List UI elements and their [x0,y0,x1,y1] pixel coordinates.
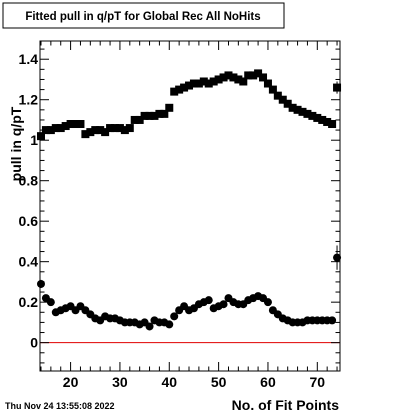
square-marker [91,126,100,135]
square-marker [120,126,129,135]
x-axis-title: No. of Fit Points [232,397,340,413]
square-marker [328,120,337,129]
square-marker [145,111,154,120]
square-marker [283,99,292,108]
circle-marker [170,312,179,321]
square-marker [170,87,179,96]
chart-title: Fitted pull in q/pT for Global Rec All N… [25,11,260,23]
square-marker [71,120,80,129]
circle-marker [145,322,154,331]
square-marker [214,75,223,84]
x-tick-label: 30 [112,374,128,390]
square-marker [259,73,268,82]
circle-marker [36,279,45,288]
square-marker [76,120,85,129]
x-tick-label: 60 [260,374,276,390]
square-marker [263,79,272,88]
square-marker [101,128,110,137]
x-tick-label: 20 [63,374,79,390]
circle-marker [46,298,55,307]
square-marker [125,124,134,133]
square-marker [96,126,105,135]
square-marker [106,124,115,133]
square-marker [155,109,164,118]
square-marker [298,107,307,116]
square-marker [86,128,95,137]
square-marker [333,83,342,92]
square-marker [219,73,228,82]
square-marker [278,95,287,104]
x-tick-label: 40 [161,374,177,390]
x-tick-label: 50 [211,374,227,390]
square-marker [61,122,70,131]
square-marker [268,85,277,94]
square-marker [165,103,174,112]
square-marker [81,130,90,139]
square-marker [185,81,194,90]
square-marker [56,124,65,133]
circle-marker [333,253,342,262]
square-marker [308,111,317,120]
square-marker [199,77,208,86]
data-series [36,69,342,331]
square-marker [293,105,302,114]
square-marker [244,71,253,80]
square-marker [46,126,55,135]
circle-marker [204,296,213,305]
square-marker [36,132,45,141]
square-marker [130,115,139,124]
y-axis-ticks: 0 0.2 0.4 0.6 0.8 1 1.2 1.4 [19,48,340,364]
square-marker [150,111,159,120]
y-axis-title: pull in q/pT [8,106,24,181]
title-frame [2,2,285,29]
square-marker [111,124,119,133]
y-tick-label: 1 [30,132,38,148]
square-marker [239,77,248,86]
square-marker [189,79,198,88]
square-marker [313,113,322,122]
y-tick-label: 0.6 [19,213,39,229]
square-marker [254,69,263,78]
square-marker [303,109,312,118]
circle-marker [263,298,272,307]
square-marker [273,91,282,100]
timestamp: Thu Nov 24 13:55:08 2022 [5,401,115,411]
circle-marker [328,316,337,325]
square-marker [66,120,75,129]
square-marker [180,83,189,92]
square-marker [51,124,60,133]
square-marker [288,103,297,112]
square-marker [209,77,218,86]
square-marker [234,75,243,84]
square-marker [115,124,124,133]
square-marker [194,79,203,88]
square-marker [140,111,149,120]
title-box: Fitted pull in q/pT for Global Rec All N… [2,2,285,29]
plot-frame [39,40,341,372]
x-tick-label: 70 [310,374,326,390]
square-marker [175,85,184,94]
x-axis-ticks: 20 30 40 50 60 70 [40,41,338,390]
y-tick-label: 0.4 [19,254,39,270]
circle-marker [165,320,174,329]
y-tick-label: 0.8 [19,173,39,189]
y-tick-label: 1.2 [19,92,39,108]
error-bars [40,81,338,288]
square-marker [323,117,332,126]
square-marker [318,115,327,124]
square-marker [160,109,169,118]
square-marker [229,73,238,82]
square-marker [135,115,144,124]
y-tick-label: 0.2 [19,294,39,310]
square-marker [249,71,258,80]
square-marker [204,79,213,88]
square-marker [224,71,233,80]
y-tick-label: 1.4 [19,51,39,67]
circle-marker [219,300,228,309]
y-tick-label: 0 [30,335,38,351]
square-marker [41,126,50,135]
